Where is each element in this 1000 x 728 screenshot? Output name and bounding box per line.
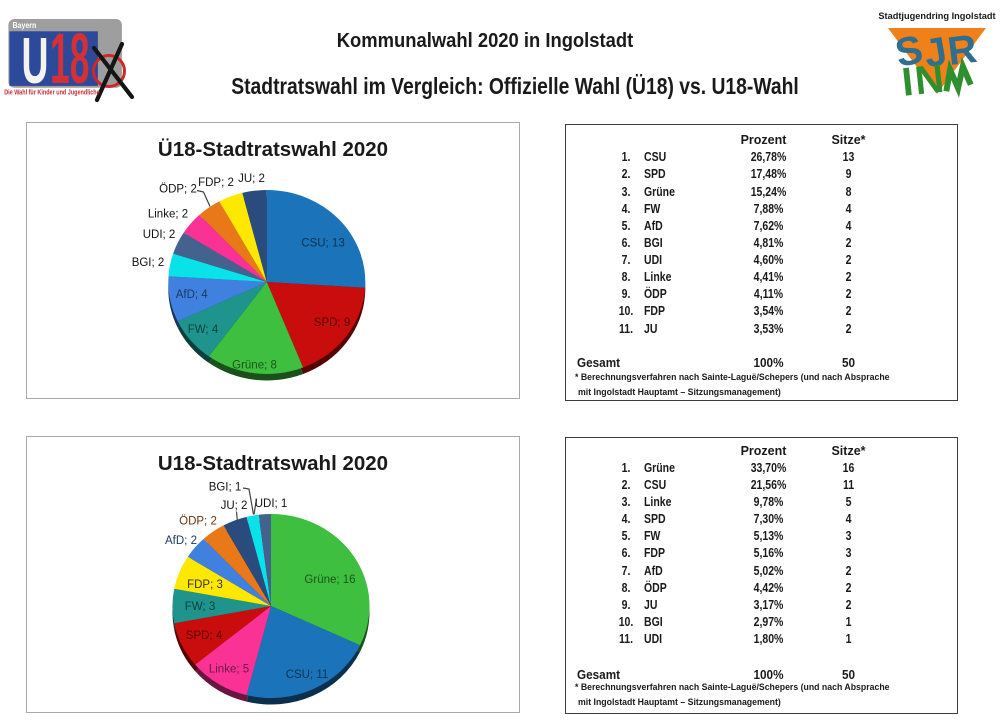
svg-text:Linke; 2: Linke; 2 <box>148 209 188 221</box>
svg-text:FDP; 3: FDP; 3 <box>187 579 223 591</box>
svg-text:AfD; 4: AfD; 4 <box>176 289 209 301</box>
svg-text:ÖDP; 2: ÖDP; 2 <box>179 516 217 528</box>
svg-text:Bayern: Bayern <box>13 20 37 29</box>
svg-text:U: U <box>22 25 49 97</box>
svg-text:UDI; 1: UDI; 1 <box>255 498 288 510</box>
svg-text:IN: IN <box>900 56 948 104</box>
svg-text:UDI; 2: UDI; 2 <box>143 229 176 241</box>
svg-text:Grüne; 16: Grüne; 16 <box>304 574 355 586</box>
svg-text:SPD; 9: SPD; 9 <box>314 317 350 329</box>
svg-text:FW; 3: FW; 3 <box>185 601 215 613</box>
svg-text:FW; 4: FW; 4 <box>188 324 219 336</box>
svg-text:FDP; 2: FDP; 2 <box>198 177 234 189</box>
svg-text:CSU; 11: CSU; 11 <box>286 669 329 681</box>
svg-text:BGI; 2: BGI; 2 <box>132 257 165 269</box>
svg-text:ÖDP; 2: ÖDP; 2 <box>159 184 197 196</box>
svg-text:Linke; 5: Linke; 5 <box>209 664 249 676</box>
svg-text:BGI; 1: BGI; 1 <box>209 482 242 494</box>
svg-text:Grüne; 8: Grüne; 8 <box>232 360 277 372</box>
svg-text:JU; 2: JU; 2 <box>221 500 248 512</box>
svg-text:JU; 2: JU; 2 <box>238 173 265 185</box>
svg-text:18: 18 <box>50 18 89 98</box>
svg-text:Die Wahl für Kinder und Jugend: Die Wahl für Kinder und Jugendliche <box>4 89 100 97</box>
svg-text:CSU; 13: CSU; 13 <box>301 238 344 250</box>
svg-text:AfD; 2: AfD; 2 <box>165 535 197 547</box>
svg-text:SPD; 4: SPD; 4 <box>186 630 223 642</box>
